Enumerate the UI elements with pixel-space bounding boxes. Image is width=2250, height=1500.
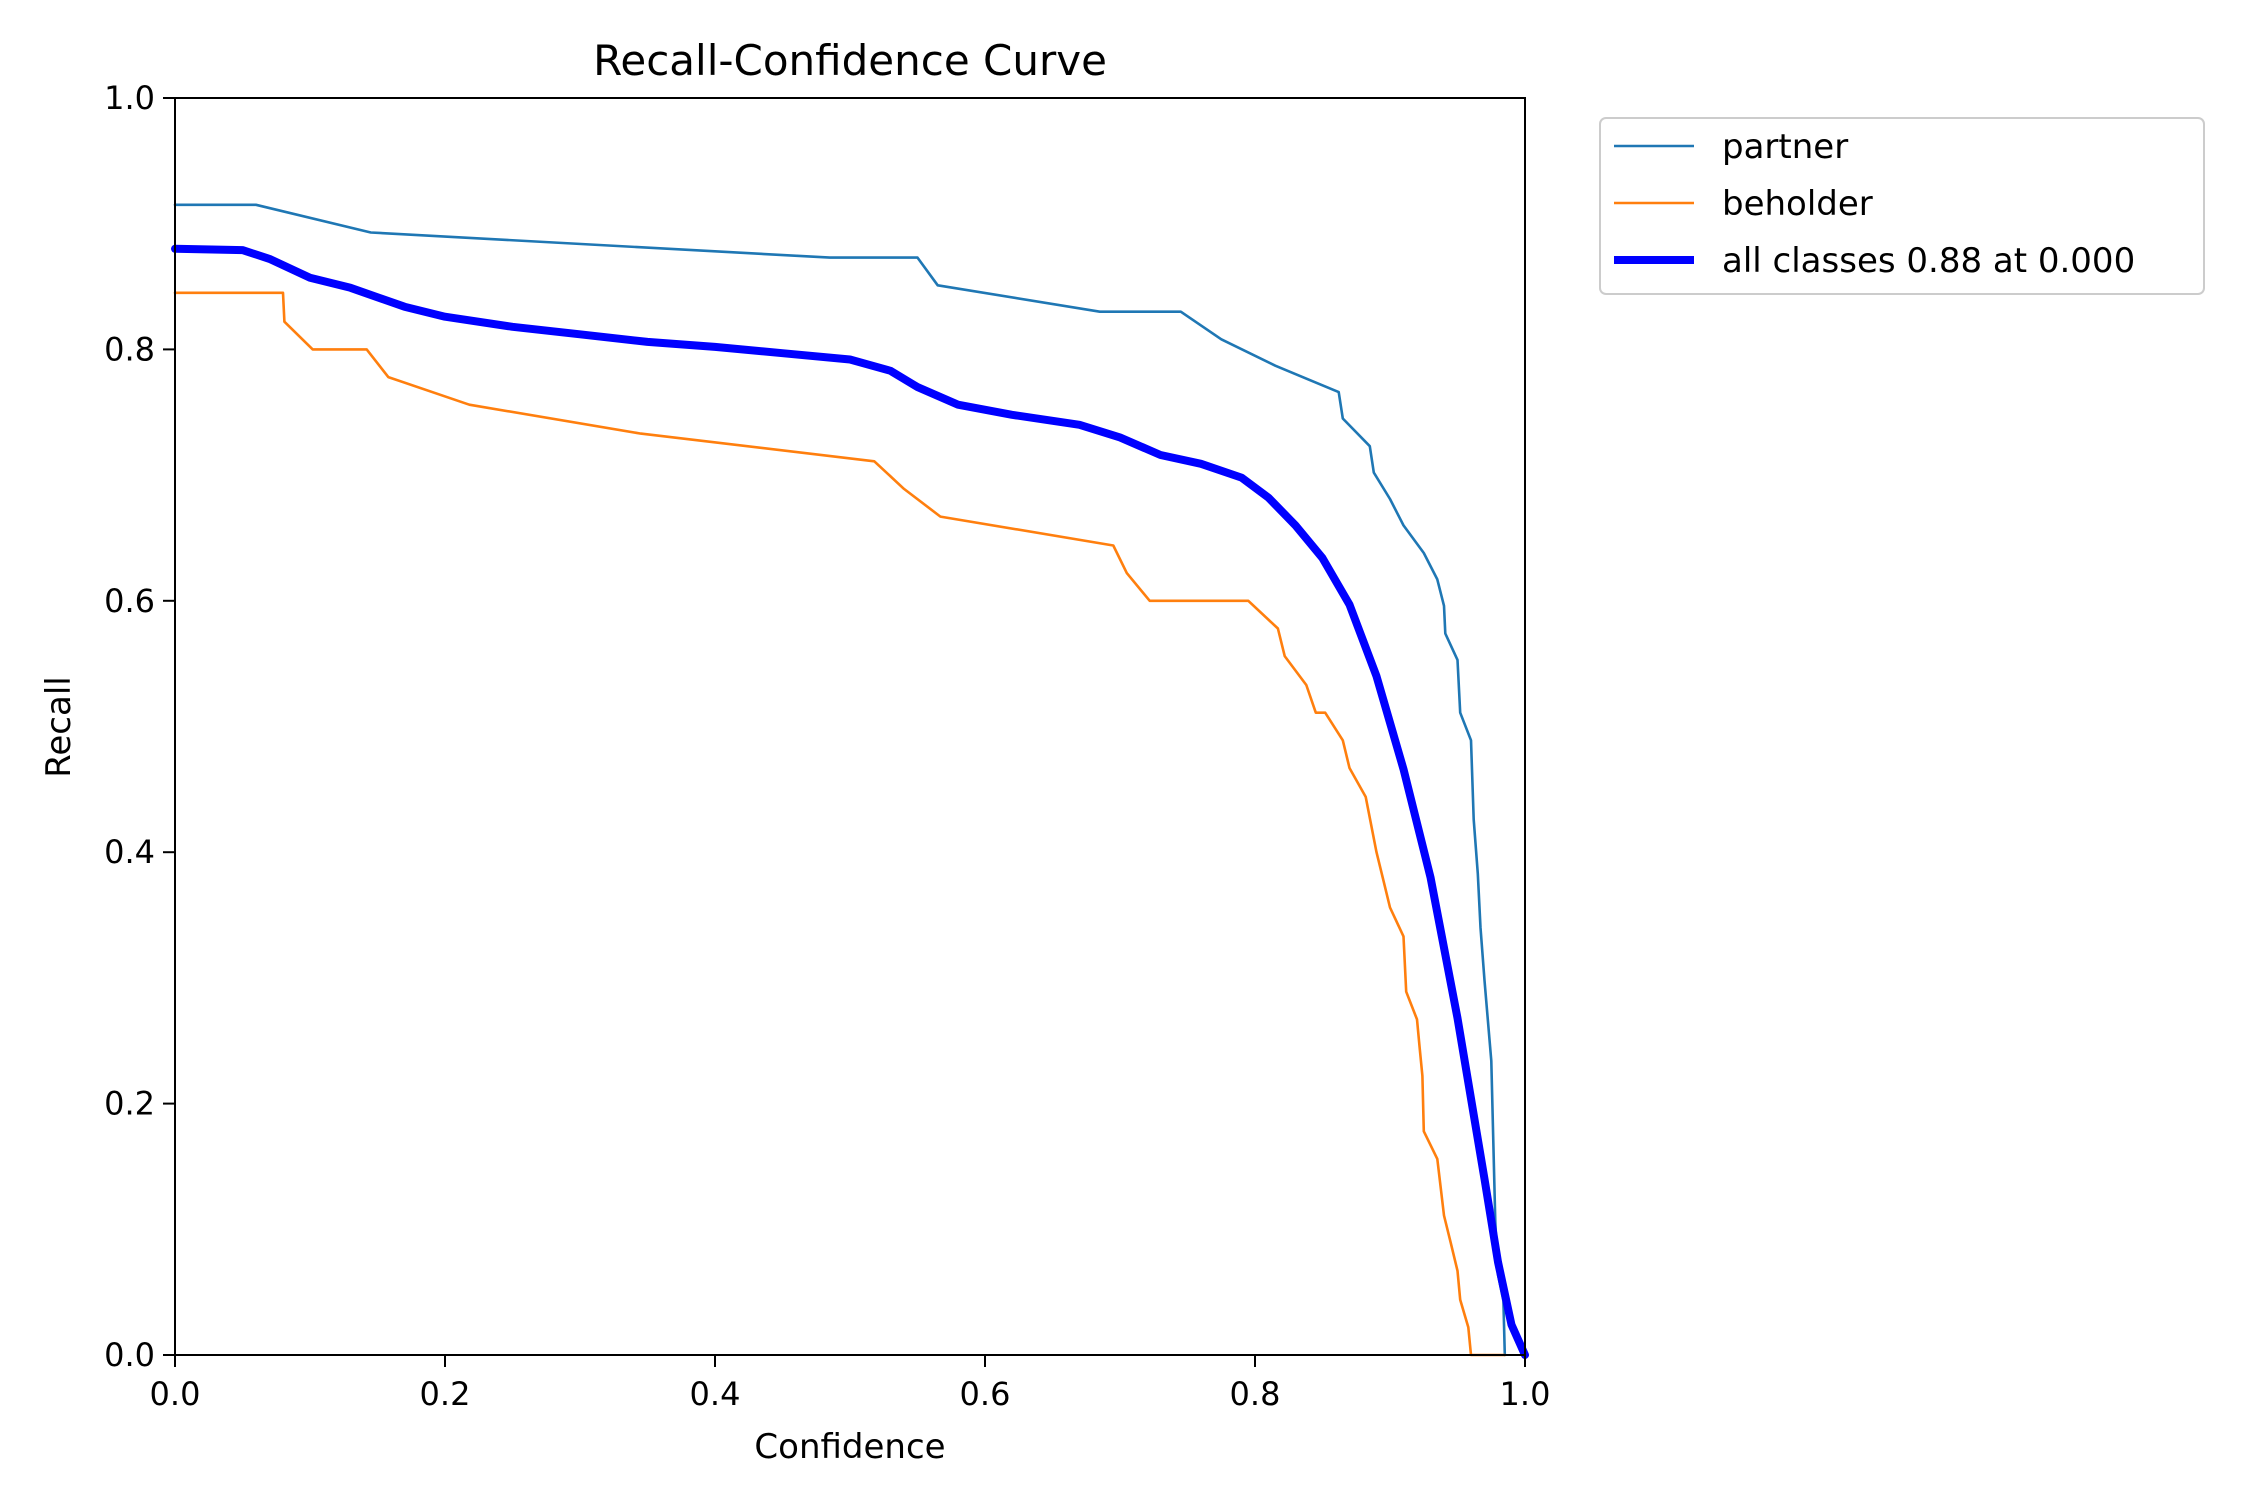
x-tick-label: 0.6: [960, 1375, 1011, 1413]
y-tick-label: 0.2: [104, 1085, 155, 1123]
series-line-0: [173, 203, 1507, 1357]
x-axis-label: Confidence: [754, 1427, 945, 1467]
x-tick-label: 1.0: [1500, 1375, 1551, 1413]
y-tick-label: 0.8: [104, 330, 155, 368]
y-axis-label: Recall: [39, 676, 79, 777]
series-line-1: [173, 291, 1507, 1357]
x-tick-label: 0.4: [690, 1375, 741, 1413]
y-tick-label: 0.0: [104, 1336, 155, 1374]
legend-label-1: beholder: [1722, 184, 1873, 224]
y-tick-label: 0.4: [104, 833, 155, 871]
legend: partner beholder all classes 0.88 at 0.000: [1599, 117, 2205, 295]
legend-label-0: partner: [1722, 127, 1848, 167]
plot-lines: [171, 203, 1529, 1359]
x-tick-label: 0.0: [150, 1375, 201, 1413]
x-axis-ticks: 0.0 0.2 0.4 0.6 0.8 1.0: [150, 1355, 1551, 1413]
x-tick-label: 0.8: [1230, 1375, 1281, 1413]
series-line-2: [171, 244, 1529, 1359]
x-tick-label: 0.2: [420, 1375, 471, 1413]
legend-label-2: all classes 0.88 at 0.000: [1722, 241, 2135, 281]
legend-frame: [1599, 117, 2205, 295]
chart-title: Recall-Confidence Curve: [593, 36, 1107, 85]
plot-frame: [174, 97, 1526, 1356]
y-tick-label: 1.0: [104, 79, 155, 117]
y-axis-ticks: 0.0 0.2 0.4 0.6 0.8 1.0: [104, 79, 175, 1374]
y-tick-label: 0.6: [104, 582, 155, 620]
